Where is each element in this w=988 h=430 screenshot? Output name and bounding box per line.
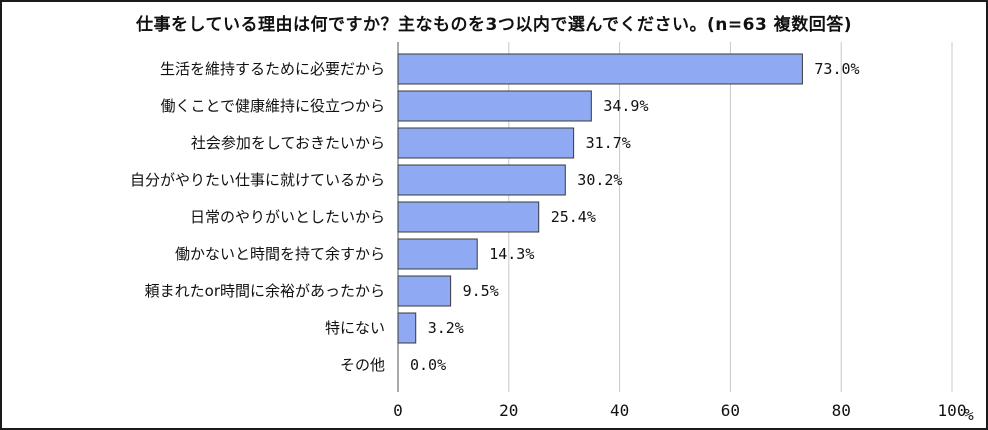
value-label: 14.3%: [489, 245, 534, 263]
category-label: 日常のやりがいとしたいから: [190, 208, 385, 226]
category-label: 働くことで健康維持に役立つから: [160, 97, 385, 115]
category-label: 生活を維持するために必要だから: [160, 60, 385, 78]
x-tick-label: 0: [393, 401, 403, 420]
bar: [397, 90, 592, 122]
bar: [397, 53, 803, 85]
x-tick-label: 60: [721, 401, 740, 420]
bar: [397, 201, 540, 233]
value-label: 3.2%: [428, 319, 464, 337]
value-label: 9.5%: [463, 282, 499, 300]
value-label: 30.2%: [577, 171, 622, 189]
bar: [397, 127, 575, 159]
value-label: 25.4%: [551, 208, 596, 226]
x-tick-label: 40: [610, 401, 629, 420]
value-label: 34.9%: [603, 97, 648, 115]
x-tick-label: 20: [499, 401, 518, 420]
x-tick-label: 80: [832, 401, 851, 420]
category-label: 働かないと時間を持て余すから: [175, 245, 385, 263]
x-tick-label: 100: [938, 401, 967, 420]
value-label: 31.7%: [586, 134, 631, 152]
x-axis-unit: %: [964, 405, 974, 424]
value-label: 0.0%: [410, 356, 446, 374]
value-label: 73.0%: [814, 60, 859, 78]
category-label: 頼まれたor時間に余裕があったから: [145, 282, 385, 300]
bar: [397, 164, 566, 196]
category-label: 特にない: [325, 319, 385, 337]
bar: [397, 312, 417, 344]
chart-title: 仕事をしている理由は何ですか？主なものを3つ以内で選んでください。(n=63 複…: [136, 15, 852, 35]
bar: [397, 238, 478, 270]
category-label: 社会参加をしておきたいから: [191, 134, 385, 152]
category-label: 自分がやりたい仕事に就けているから: [130, 171, 385, 189]
bar: [397, 275, 452, 307]
category-label: その他: [340, 356, 385, 374]
